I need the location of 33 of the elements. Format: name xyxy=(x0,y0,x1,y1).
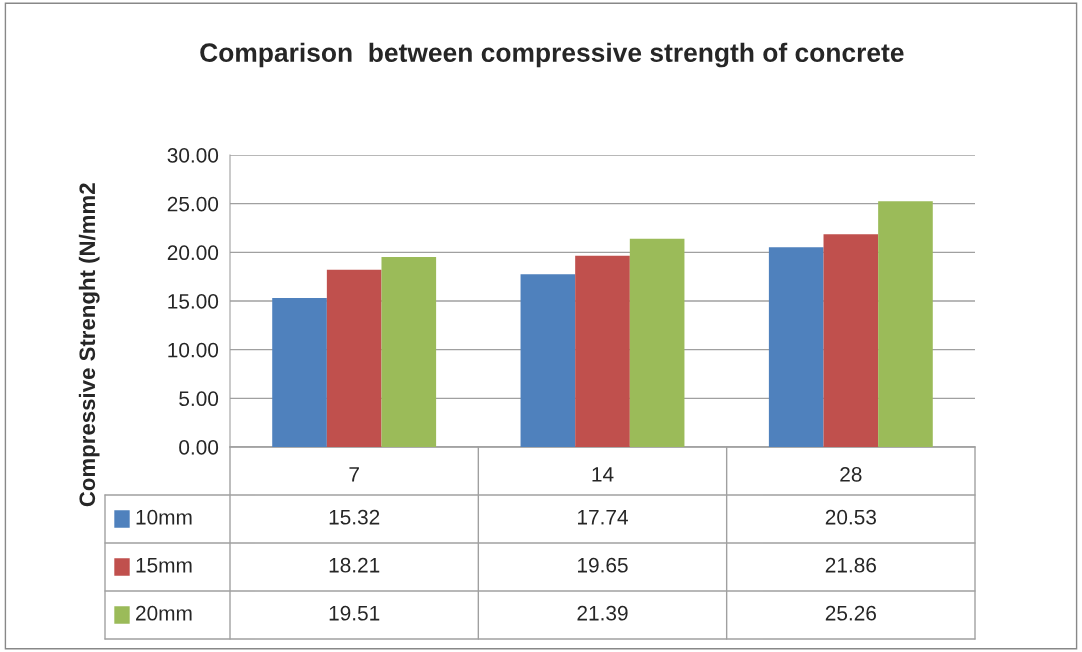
y-axis-title: Compressive Strenght (N/mm2 xyxy=(78,183,100,507)
data-label: 15.32 xyxy=(329,509,380,525)
x-tick-label: 14 xyxy=(592,467,614,482)
legend-label: 10mm xyxy=(136,509,192,525)
data-label: 20.53 xyxy=(825,509,876,525)
bar xyxy=(878,201,933,447)
y-tick-label: 5.00 xyxy=(179,391,219,407)
data-label: 17.74 xyxy=(578,510,628,525)
legend-label: 20mm xyxy=(136,605,192,621)
bar xyxy=(575,255,630,447)
legend-label: 15mm xyxy=(136,558,192,573)
bar xyxy=(381,257,437,447)
bar xyxy=(272,297,327,447)
x-tick-label: 7 xyxy=(349,467,359,482)
chart-title: Comparison between compressive strength of concrete xyxy=(200,42,904,68)
bar xyxy=(326,269,382,447)
y-tick-label: 30.00 xyxy=(167,148,219,163)
y-tick-label: 20.00 xyxy=(167,245,219,261)
y-tick-label: 25.00 xyxy=(167,196,219,212)
bar xyxy=(823,234,879,447)
bar xyxy=(520,274,576,447)
data-label: 21.86 xyxy=(825,557,876,573)
x-tick-label: 28 xyxy=(840,466,862,482)
y-tick-label: 15.00 xyxy=(168,294,219,309)
data-label: 19.65 xyxy=(578,557,628,573)
data-label: 18.21 xyxy=(329,557,380,573)
data-label: 21.39 xyxy=(577,605,628,621)
data-label: 19.51 xyxy=(329,605,380,621)
bar xyxy=(629,238,685,447)
bar xyxy=(768,247,824,447)
y-tick-label: 10.00 xyxy=(168,342,219,358)
y-tick-label: 0.00 xyxy=(179,440,219,455)
data-label: 25.26 xyxy=(825,605,876,621)
